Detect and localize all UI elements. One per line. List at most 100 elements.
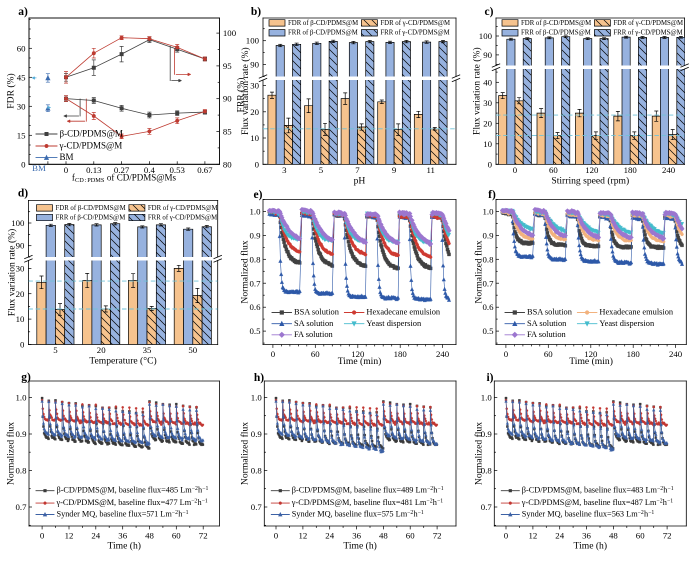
svg-text:Hexadecane emulsion: Hexadecane emulsion (599, 308, 674, 317)
svg-text:0.13: 0.13 (86, 165, 102, 175)
svg-text:0.7: 0.7 (251, 502, 263, 512)
svg-text:240: 240 (436, 349, 450, 359)
svg-text:Stirring speed (rpm): Stirring speed (rpm) (551, 175, 629, 186)
svg-text:5: 5 (319, 165, 324, 175)
svg-text:90: 90 (483, 50, 492, 60)
svg-text:100: 100 (223, 28, 237, 38)
svg-text:100: 100 (11, 218, 25, 228)
svg-text:20: 20 (483, 118, 492, 128)
svg-text:10: 10 (16, 314, 25, 324)
svg-text:Time (min): Time (min) (569, 356, 613, 367)
svg-text:36: 36 (352, 531, 361, 541)
svg-text:24: 24 (325, 531, 334, 541)
svg-text:Yeast dispersion: Yeast dispersion (599, 319, 655, 328)
svg-text:0.67: 0.67 (197, 165, 213, 175)
svg-text:1.0: 1.0 (481, 393, 493, 403)
svg-text:β-CD/PDMS@M: β-CD/PDMS@M (60, 128, 123, 138)
svg-text:0.8: 0.8 (483, 254, 495, 264)
svg-text:60: 60 (406, 531, 415, 541)
svg-text:0: 0 (255, 159, 260, 169)
svg-text:60: 60 (549, 165, 558, 175)
svg-text:24: 24 (91, 531, 100, 541)
svg-text:c): c) (485, 6, 494, 18)
svg-text:Flux variation rate (%): Flux variation rate (%) (6, 229, 17, 317)
svg-text:48: 48 (145, 531, 154, 541)
svg-text:FDR of γ-CD/PDMS@M: FDR of γ-CD/PDMS@M (148, 205, 218, 212)
svg-text:240: 240 (662, 165, 676, 175)
svg-text:FDR (%): FDR (%) (5, 73, 16, 108)
svg-text:72: 72 (199, 531, 208, 541)
svg-text:FRR of β-CD/PDMS@M: FRR of β-CD/PDMS@M (56, 214, 126, 221)
svg-text:0: 0 (504, 349, 509, 359)
svg-text:0.6: 0.6 (250, 302, 262, 312)
svg-text:0: 0 (271, 349, 276, 359)
svg-text:90: 90 (16, 241, 25, 251)
svg-text:0.7: 0.7 (483, 278, 495, 288)
svg-text:20: 20 (16, 289, 25, 299)
svg-text:85: 85 (223, 127, 232, 137)
svg-text:0.6: 0.6 (483, 302, 495, 312)
svg-text:Normalized flux: Normalized flux (5, 422, 16, 485)
svg-text:50: 50 (188, 345, 197, 355)
svg-text:72: 72 (433, 531, 442, 541)
svg-text:7: 7 (355, 165, 360, 175)
svg-text:h): h) (254, 372, 264, 384)
svg-text:0.9: 0.9 (481, 429, 493, 439)
svg-text:i): i) (486, 372, 493, 384)
svg-text:12: 12 (65, 531, 74, 541)
svg-text:0.8: 0.8 (251, 466, 263, 476)
svg-text:BM: BM (32, 163, 46, 173)
svg-text:45: 45 (17, 72, 26, 82)
svg-text:FDR of γ-CD/PDMS@M: FDR of γ-CD/PDMS@M (380, 20, 450, 27)
svg-text:FRR of β-CD/PDMS@M: FRR of β-CD/PDMS@M (521, 30, 591, 37)
svg-text:0.4: 0.4 (144, 165, 156, 175)
svg-text:5: 5 (53, 345, 58, 355)
svg-text:0.8: 0.8 (16, 466, 28, 476)
svg-text:FRR of β-CD/PDMS@M: FRR of β-CD/PDMS@M (288, 30, 358, 37)
svg-text:0.8: 0.8 (481, 466, 493, 476)
svg-text:0.5: 0.5 (483, 326, 495, 336)
svg-text:100: 100 (246, 36, 260, 46)
svg-text:Time (h): Time (h) (574, 540, 608, 551)
svg-text:0: 0 (20, 340, 25, 350)
svg-text:120: 120 (584, 349, 598, 359)
svg-text:120: 120 (351, 349, 365, 359)
svg-text:60: 60 (311, 349, 320, 359)
svg-text:0.7: 0.7 (481, 502, 493, 512)
svg-text:BM: BM (60, 152, 74, 162)
svg-text:72: 72 (663, 531, 672, 541)
svg-text:0.5: 0.5 (250, 326, 262, 336)
svg-text:180: 180 (627, 349, 641, 359)
svg-text:0.9: 0.9 (251, 429, 263, 439)
svg-text:0.9: 0.9 (483, 230, 495, 240)
svg-text:240: 240 (669, 349, 683, 359)
svg-text:60: 60 (172, 531, 181, 541)
svg-text:Time (min): Time (min) (338, 356, 382, 367)
svg-text:0: 0 (513, 165, 518, 175)
svg-text:180: 180 (394, 349, 408, 359)
svg-text:30: 30 (483, 98, 492, 108)
svg-text:0: 0 (274, 531, 279, 541)
svg-text:0: 0 (504, 531, 509, 541)
svg-text:100: 100 (479, 31, 493, 41)
svg-text:10: 10 (250, 133, 259, 143)
svg-text:48: 48 (609, 531, 618, 541)
svg-text:Normalized flux: Normalized flux (239, 240, 250, 303)
svg-text:b): b) (251, 6, 261, 18)
svg-text:FRR of γ-CD/PDMS@M: FRR of γ-CD/PDMS@M (613, 30, 682, 37)
svg-text:1.0: 1.0 (250, 207, 262, 217)
svg-text:pH: pH (354, 175, 366, 186)
svg-text:60: 60 (17, 43, 26, 53)
svg-text:Time (h): Time (h) (107, 540, 141, 551)
svg-text:SA solution: SA solution (294, 319, 334, 328)
svg-text:FDR of γ-CD/PDMS@M: FDR of γ-CD/PDMS@M (613, 20, 683, 27)
svg-text:30: 30 (250, 81, 259, 91)
svg-text:11: 11 (426, 165, 434, 175)
svg-text:10: 10 (483, 139, 492, 149)
svg-text:9: 9 (392, 165, 397, 175)
